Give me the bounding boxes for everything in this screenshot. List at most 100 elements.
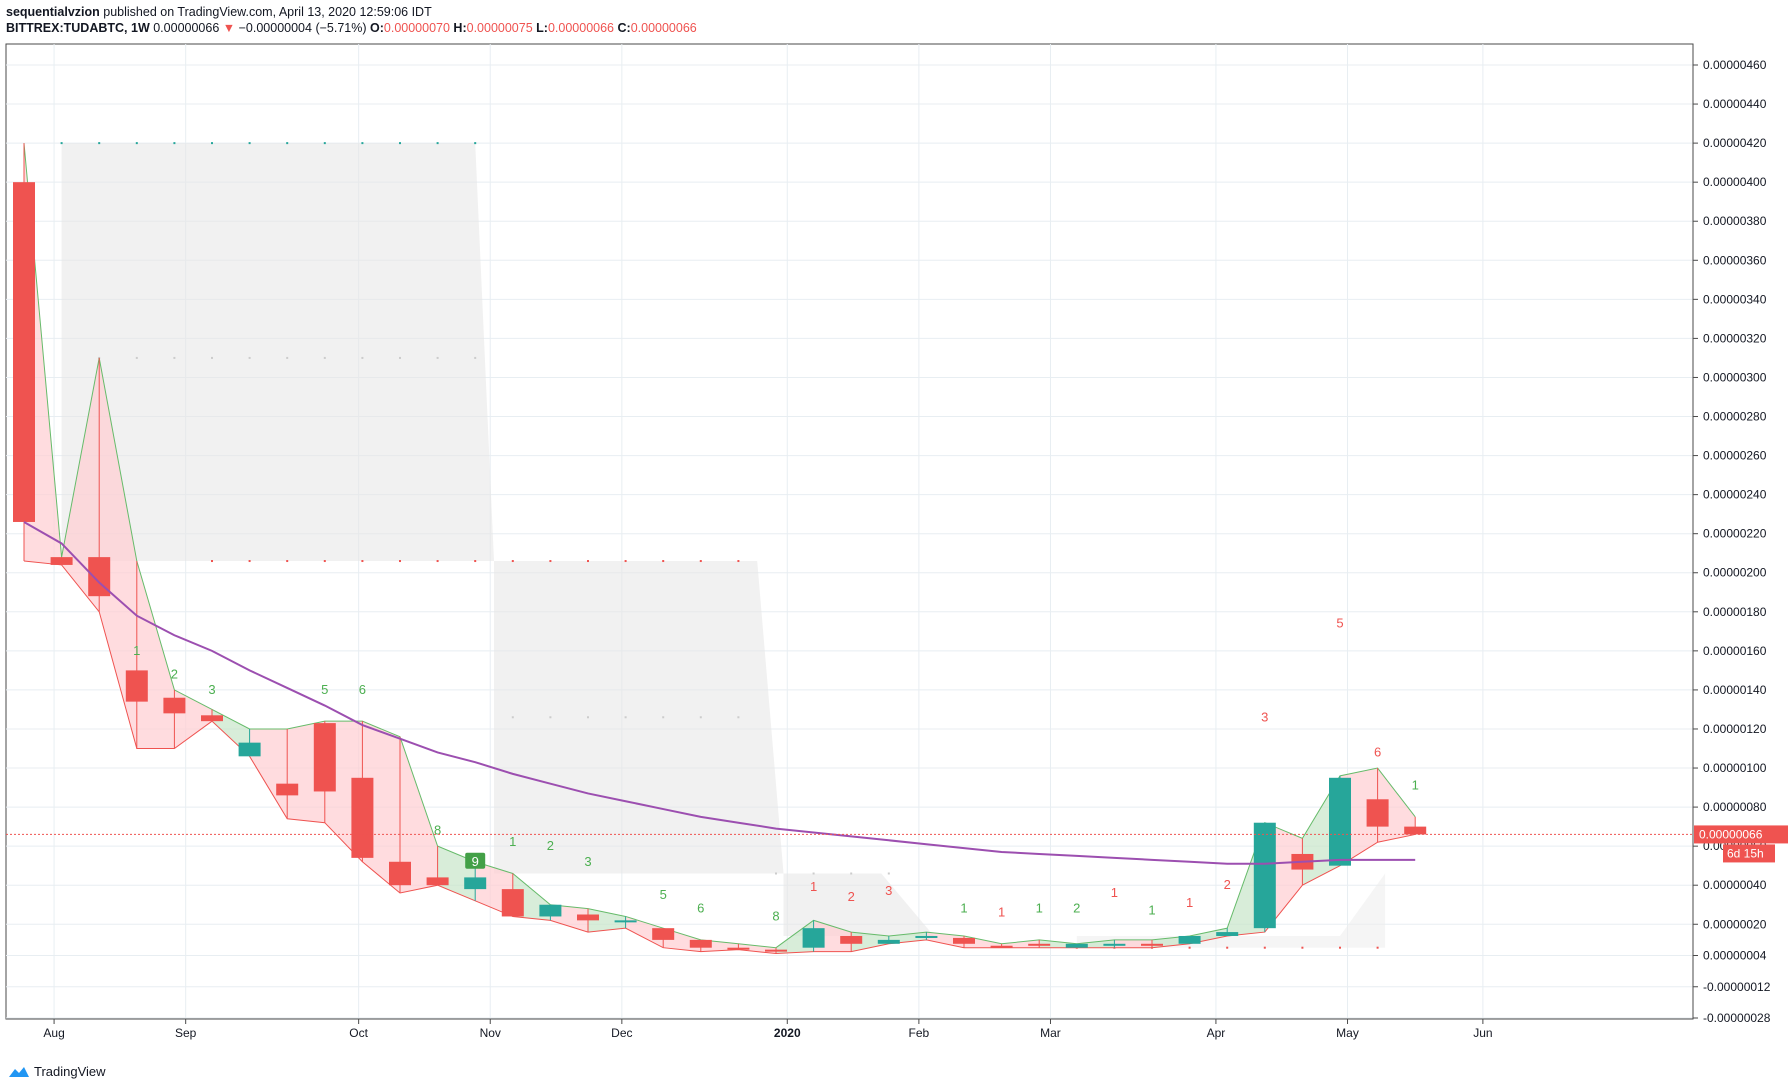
level-dot (511, 560, 514, 563)
price-tick-label: -0.00000028 (1703, 1011, 1771, 1025)
level-dot (323, 560, 326, 563)
level-dot (474, 356, 477, 359)
candle-body[interactable] (765, 949, 787, 952)
level-dot (361, 142, 364, 145)
candle-body[interactable] (351, 777, 374, 858)
time-tick-label: 2020 (774, 1026, 801, 1040)
price-tick-label: 0.00000320 (1703, 331, 1767, 345)
sequential-count-label: 3 (208, 682, 215, 697)
candle-body[interactable] (1103, 943, 1126, 946)
publish-line: sequentialvzion published on TradingView… (6, 4, 697, 20)
sequential-count-label: 2 (171, 666, 178, 681)
candle-body[interactable] (464, 877, 487, 890)
candle-body[interactable] (13, 182, 35, 522)
sequential-count-label: 1 (1111, 885, 1118, 900)
sequential-count-label: 5 (1336, 616, 1343, 631)
last-price-tag-text: 0.00000066 (1699, 827, 1763, 841)
level-dot (737, 560, 740, 563)
sequential-count-label: 2 (1224, 877, 1231, 892)
level-dot (323, 356, 326, 359)
candle-body[interactable] (50, 557, 73, 565)
sequential-count-label: 5 (660, 887, 667, 902)
level-dot (1376, 946, 1379, 949)
candle-body[interactable] (276, 783, 299, 796)
level-dot (248, 560, 251, 563)
price-tick-label: 0.00000280 (1703, 410, 1767, 424)
price-chart[interactable]: 1 2 3 5 6 8 9 1 2 3 5 6 8 1 2 3 1 1 1 2 1 1 1 2 3 5 6 1 0.00000460 0.… (0, 0, 1788, 1060)
time-tick-label: Sep (175, 1026, 197, 1040)
level-dot (286, 560, 289, 563)
tradingview-logo-icon (9, 1066, 29, 1077)
candle-body[interactable] (313, 723, 336, 792)
candle-body[interactable] (652, 928, 675, 940)
td-band (400, 736, 438, 894)
level-dot (135, 356, 138, 359)
level-dot (699, 560, 702, 563)
price-tick-label: 0.00000004 (1703, 949, 1767, 963)
candle-body[interactable] (877, 939, 900, 944)
moving-average-line[interactable] (23, 521, 1416, 865)
candle-body[interactable] (125, 670, 148, 702)
candle-body[interactable] (953, 937, 975, 944)
price-tick-label: 0.00000040 (1703, 878, 1767, 892)
candle-body[interactable] (689, 939, 712, 948)
candle-body[interactable] (1178, 935, 1201, 944)
ohlc-line: BITTREX:TUDABTC, 1W 0.00000066 ▼ −0.0000… (6, 20, 697, 36)
candle-body[interactable] (389, 861, 411, 886)
candle-body[interactable] (1216, 932, 1239, 936)
sequential-count-label: 6 (1374, 744, 1381, 759)
candle-body[interactable] (238, 742, 261, 757)
level-dot (474, 560, 477, 563)
candle-body[interactable] (1065, 943, 1088, 948)
candle-body[interactable] (1141, 943, 1163, 946)
tradingview-brand: TradingView (34, 1064, 106, 1079)
level-dot (775, 872, 777, 875)
level-dot (286, 142, 289, 145)
sequential-count-label: 1 (1036, 901, 1043, 916)
price-tick-label: 0.00000380 (1703, 214, 1767, 228)
sequential-count-label: 1 (1186, 895, 1193, 910)
low-label: L: (536, 21, 548, 35)
td-zone (783, 873, 934, 936)
level-dot (173, 142, 176, 145)
level-dot (1339, 946, 1341, 949)
level-dot (211, 560, 213, 563)
candle-body[interactable] (1028, 943, 1051, 946)
candle-body[interactable] (1329, 777, 1351, 866)
candle-body[interactable] (802, 928, 825, 948)
level-dot (587, 716, 589, 719)
candle-body[interactable] (539, 904, 562, 917)
candle-body[interactable] (577, 914, 599, 921)
candle-body[interactable] (201, 715, 223, 722)
candle-body[interactable] (614, 920, 637, 923)
sequential-count-label: 8 (772, 908, 779, 923)
sequential-count-label: 1 (998, 905, 1005, 920)
price-tick-label: 0.00000260 (1703, 449, 1767, 463)
level-dot (511, 716, 514, 719)
sequential-count-label: 1 (133, 643, 140, 658)
sequential-count-label: 3 (885, 883, 892, 898)
candle-body[interactable] (1253, 822, 1276, 929)
level-dot (1263, 946, 1266, 949)
last-price-tag (1694, 825, 1788, 844)
price-tick-label: 0.00000200 (1703, 566, 1767, 580)
author-name[interactable]: sequentialvzion (6, 5, 100, 19)
candle-body[interactable] (915, 935, 938, 938)
symbol-label: BITTREX:TUDABTC, 1W (6, 21, 150, 35)
candle-body[interactable] (990, 945, 1013, 948)
sequential-count-label: 3 (1261, 709, 1268, 724)
sequential-count-label: 1 (960, 901, 967, 916)
td-band (99, 357, 137, 749)
candle-body[interactable] (501, 889, 524, 917)
candle-body[interactable] (163, 697, 186, 714)
tradingview-footer[interactable]: TradingView (8, 1064, 106, 1079)
time-tick-label: Jun (1473, 1026, 1492, 1040)
candle-body[interactable] (840, 935, 863, 944)
candle-body[interactable] (426, 877, 449, 886)
level-dot (812, 872, 815, 875)
candle-body[interactable] (1366, 799, 1389, 827)
candle-body[interactable] (1404, 826, 1427, 835)
price-tick-label: 0.00000400 (1703, 175, 1767, 189)
candle-body[interactable] (727, 947, 750, 950)
level-dot (436, 356, 439, 359)
